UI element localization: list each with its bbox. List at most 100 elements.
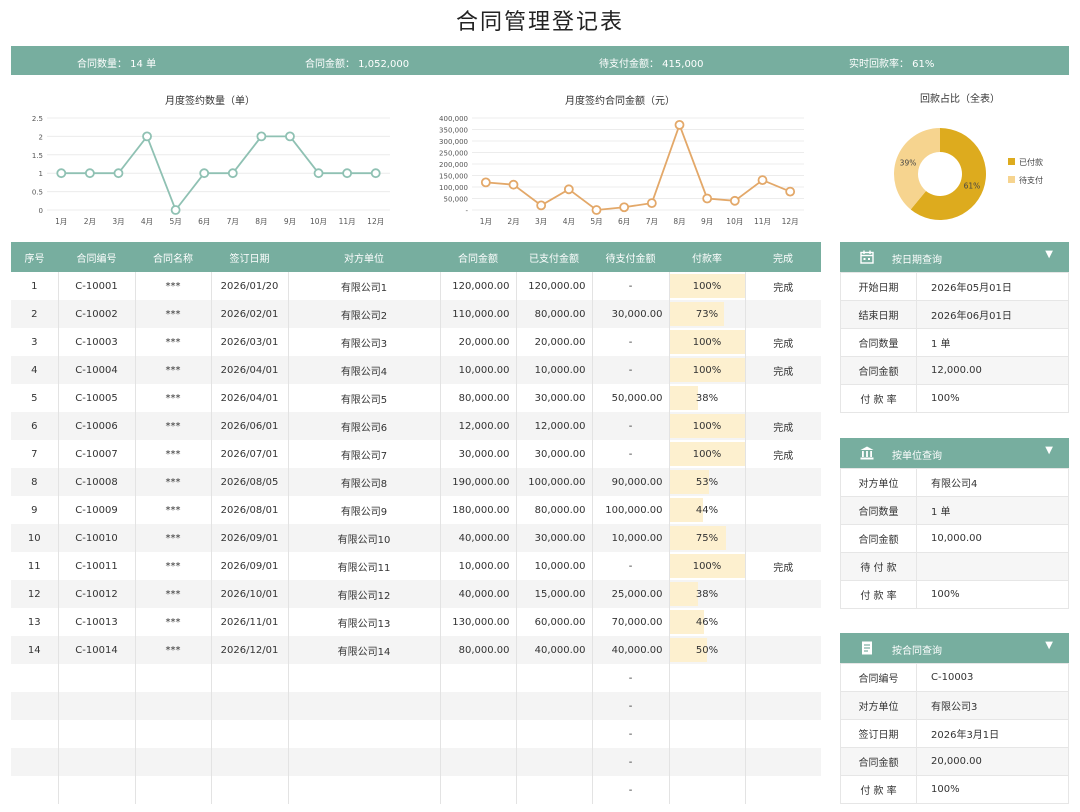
table-cell[interactable]: 120,000.00	[516, 272, 593, 300]
table-cell[interactable]: 180,000.00	[440, 496, 517, 524]
rate-cell[interactable]	[669, 776, 746, 804]
table-cell[interactable]: ***	[135, 524, 212, 552]
table-cell[interactable]	[288, 748, 441, 776]
table-cell[interactable]	[211, 748, 289, 776]
chevron-down-icon[interactable]: ▼	[1045, 640, 1053, 651]
table-cell[interactable]: 190,000.00	[440, 468, 517, 496]
table-cell[interactable]: 2026/06/01	[211, 412, 289, 440]
table-cell[interactable]	[58, 692, 136, 720]
table-cell[interactable]: 有限公司7	[288, 440, 441, 468]
table-cell[interactable]: 完成	[745, 412, 821, 440]
table-cell[interactable]: -	[592, 356, 670, 384]
table-cell[interactable]: C-10012	[58, 580, 136, 608]
table-cell[interactable]	[440, 692, 517, 720]
table-cell[interactable]: -	[592, 692, 670, 720]
table-cell[interactable]: 30,000.00	[440, 440, 517, 468]
table-cell[interactable]	[440, 776, 517, 804]
table-cell[interactable]: ***	[135, 356, 212, 384]
table-cell[interactable]: 2026/02/01	[211, 300, 289, 328]
table-cell[interactable]	[516, 776, 593, 804]
table-cell[interactable]	[135, 664, 212, 692]
table-cell[interactable]	[11, 692, 59, 720]
table-cell[interactable]: C-10001	[58, 272, 136, 300]
table-cell[interactable]: 6	[11, 412, 59, 440]
table-cell[interactable]: 30,000.00	[592, 300, 670, 328]
table-cell[interactable]: 10,000.00	[592, 524, 670, 552]
table-cell[interactable]: 5	[11, 384, 59, 412]
table-cell[interactable]: 2026/09/01	[211, 524, 289, 552]
table-cell[interactable]: 20,000.00	[516, 328, 593, 356]
table-cell[interactable]	[211, 692, 289, 720]
panel-value[interactable]: 12,000.00	[916, 356, 1069, 385]
table-cell[interactable]	[211, 776, 289, 804]
table-cell[interactable]	[58, 776, 136, 804]
table-cell[interactable]: 完成	[773, 562, 794, 574]
rate-cell[interactable]: 100%	[669, 412, 746, 440]
table-cell[interactable]: 10,000.00	[440, 552, 517, 580]
table-cell[interactable]: 12,000.00	[516, 412, 593, 440]
table-cell[interactable]	[211, 664, 289, 692]
table-cell[interactable]: 15,000.00	[516, 580, 593, 608]
table-cell[interactable]	[516, 720, 593, 748]
table-cell[interactable]: 80,000.00	[516, 496, 593, 524]
table-cell[interactable]: 30,000.00	[516, 384, 593, 412]
table-cell[interactable]: 12	[11, 580, 59, 608]
panel-value[interactable]: 1 单	[916, 496, 1069, 525]
panel-value[interactable]: 2026年05月01日	[916, 272, 1069, 301]
table-cell[interactable]: 50,000.00	[592, 384, 670, 412]
rate-cell[interactable]: 53%	[669, 468, 746, 496]
table-cell[interactable]: 40,000.00	[440, 580, 517, 608]
rate-cell[interactable]: 100%	[669, 552, 746, 580]
table-cell[interactable]: -	[592, 776, 670, 804]
table-cell[interactable]: 11	[11, 552, 59, 580]
panel-value[interactable]: C-10003	[916, 663, 1069, 692]
table-cell[interactable]	[11, 664, 59, 692]
table-cell[interactable]: 60,000.00	[516, 608, 593, 636]
table-cell[interactable]	[745, 580, 821, 608]
panel-unit-header[interactable]: 按单位查询 ▼	[840, 438, 1069, 468]
rate-cell[interactable]	[669, 664, 746, 692]
table-cell[interactable]: C-10010	[58, 524, 136, 552]
table-cell[interactable]: 25,000.00	[592, 580, 670, 608]
table-cell[interactable]: 2026/01/20	[211, 272, 289, 300]
table-cell[interactable]: 有限公司12	[288, 580, 441, 608]
table-cell[interactable]	[58, 748, 136, 776]
table-cell[interactable]: 有限公司9	[288, 496, 441, 524]
table-cell[interactable]	[745, 720, 821, 748]
table-cell[interactable]: C-10009	[58, 496, 136, 524]
table-cell[interactable]	[288, 692, 441, 720]
panel-value[interactable]: 有限公司4	[916, 468, 1069, 497]
rate-cell[interactable]: 100%	[669, 272, 746, 300]
panel-contract-header[interactable]: 按合同查询 ▼	[840, 633, 1069, 663]
table-cell[interactable]: C-10011	[58, 552, 136, 580]
table-cell[interactable]: 2026/11/01	[211, 608, 289, 636]
table-cell[interactable]: 30,000.00	[516, 524, 593, 552]
table-cell[interactable]: ***	[135, 496, 212, 524]
table-cell[interactable]: 2026/04/01	[211, 384, 289, 412]
table-cell[interactable]: 12,000.00	[440, 412, 517, 440]
table-cell[interactable]	[135, 776, 212, 804]
table-cell[interactable]: 80,000.00	[516, 300, 593, 328]
table-cell[interactable]: C-10006	[58, 412, 136, 440]
panel-value[interactable]: 100%	[916, 775, 1069, 804]
table-cell[interactable]: C-10004	[58, 356, 136, 384]
table-cell[interactable]: C-10013	[58, 608, 136, 636]
table-cell[interactable]: 2	[11, 300, 59, 328]
table-cell[interactable]: 3	[11, 328, 59, 356]
table-cell[interactable]: 8	[11, 468, 59, 496]
table-cell[interactable]: ***	[135, 552, 212, 580]
table-cell[interactable]: 有限公司8	[288, 468, 441, 496]
table-cell[interactable]: 完成	[773, 338, 794, 350]
rate-cell[interactable]: 46%	[669, 608, 746, 636]
table-cell[interactable]: 有限公司2	[288, 300, 441, 328]
table-cell[interactable]: 4	[11, 356, 59, 384]
rate-cell[interactable]	[669, 748, 746, 776]
table-cell[interactable]: 13	[11, 608, 59, 636]
table-cell[interactable]: C-10014	[58, 636, 136, 664]
panel-value[interactable]: 20,000.00	[916, 747, 1069, 776]
table-cell[interactable]: 14	[11, 636, 59, 664]
table-cell[interactable]: -	[592, 328, 670, 356]
table-cell[interactable]: ***	[135, 272, 212, 300]
panel-value[interactable]: 100%	[916, 580, 1069, 609]
chevron-down-icon[interactable]: ▼	[1045, 249, 1053, 260]
